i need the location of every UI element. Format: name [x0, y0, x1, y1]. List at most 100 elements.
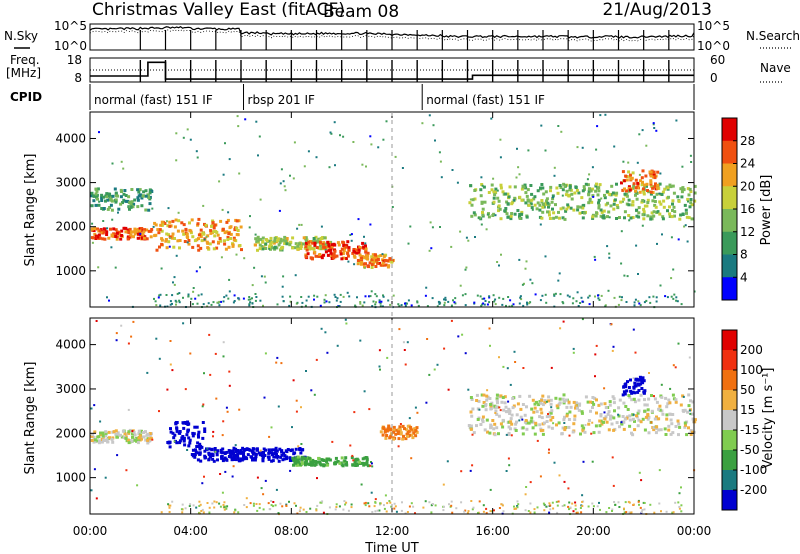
- scatter-cell: [224, 470, 227, 473]
- near-range-cell: [623, 511, 626, 514]
- near-range-cell: [665, 510, 668, 513]
- heatmap-cell: [615, 182, 618, 186]
- near-range-cell: [643, 502, 646, 504]
- near-range-cell: [482, 510, 485, 513]
- heatmap-cell: [483, 428, 487, 432]
- near-range-cell: [507, 296, 510, 298]
- heatmap-cell: [383, 430, 387, 434]
- heatmap-cell: [232, 236, 236, 240]
- heatmap-cell: [173, 433, 177, 437]
- heatmap-cell: [244, 456, 248, 460]
- heatmap-cell: [489, 423, 493, 427]
- heatmap-cell: [649, 215, 653, 219]
- heatmap-cell: [137, 432, 141, 436]
- heatmap-cell: [555, 186, 559, 190]
- heatmap-cell: [475, 399, 479, 402]
- scatter-cell: [635, 244, 638, 247]
- scatter-cell: [220, 256, 223, 259]
- heatmap-cell: [142, 435, 146, 439]
- heatmap-cell: [399, 432, 403, 436]
- heatmap-cell: [261, 457, 265, 461]
- heatmap-cell: [92, 199, 96, 203]
- heatmap-cell: [668, 215, 672, 218]
- heatmap-cell: [501, 425, 505, 429]
- near-range-cell: [611, 510, 613, 512]
- heatmap-cell: [511, 406, 515, 410]
- heatmap-cell: [684, 208, 688, 212]
- heatmap-cell: [218, 237, 222, 240]
- heatmap-cell: [314, 460, 318, 464]
- scatter-cell: [464, 352, 467, 355]
- scatter-cell: [394, 155, 397, 158]
- scatter-cell: [251, 284, 254, 287]
- heatmap-cell: [616, 206, 620, 210]
- heatmap-cell: [495, 399, 499, 403]
- near-range-cell: [293, 502, 296, 505]
- heatmap-cell: [676, 195, 680, 199]
- heatmap-cell: [644, 415, 648, 419]
- scatter-cell: [257, 154, 259, 157]
- near-range-cell: [206, 305, 209, 308]
- near-range-cell: [386, 502, 389, 505]
- scatter-cell: [102, 220, 105, 222]
- heatmap-cell: [269, 451, 273, 455]
- heatmap-cell: [115, 435, 119, 439]
- heatmap-cell: [402, 434, 405, 438]
- scatter-cell: [594, 258, 597, 261]
- heatmap-cell: [680, 190, 684, 194]
- heatmap-cell: [504, 405, 508, 409]
- heatmap-cell: [631, 216, 635, 219]
- near-range-cell: [207, 302, 210, 305]
- heatmap-cell: [603, 196, 607, 200]
- heatmap-cell: [561, 206, 565, 210]
- heatmap-cell: [345, 463, 349, 467]
- heatmap-cell: [358, 460, 362, 464]
- heatmap-cell: [527, 421, 531, 425]
- near-range-cell: [539, 299, 542, 302]
- heatmap-cell: [680, 195, 684, 199]
- heatmap-cell: [599, 414, 603, 418]
- scatter-cell: [160, 511, 163, 514]
- heatmap-cell: [605, 420, 609, 424]
- heatmap-cell: [320, 237, 324, 240]
- heatmap-cell: [401, 424, 405, 428]
- heatmap-cell: [655, 427, 659, 431]
- heatmap-cell: [597, 201, 600, 205]
- heatmap-cell: [662, 205, 666, 209]
- scatter-cell: [310, 389, 313, 392]
- heatmap-cell: [636, 424, 640, 428]
- near-range-cell: [222, 504, 225, 506]
- near-range-cell: [575, 300, 578, 303]
- heatmap-cell: [147, 229, 151, 233]
- heatmap-cell: [311, 460, 315, 464]
- near-range-cell: [176, 292, 179, 295]
- near-range-cell: [333, 293, 336, 296]
- heatmap-cell: [627, 203, 631, 207]
- freq-tick-bottom: 8: [74, 71, 82, 85]
- heatmap-cell: [90, 194, 94, 198]
- near-range-cell: [223, 501, 226, 504]
- near-range-cell: [270, 500, 273, 502]
- heatmap-cell: [401, 437, 405, 441]
- near-range-cell: [192, 504, 195, 507]
- heatmap-cell: [610, 415, 614, 419]
- near-range-cell: [158, 294, 161, 297]
- near-range-cell: [222, 300, 225, 303]
- heatmap-cell: [554, 203, 557, 207]
- heatmap-cell: [303, 463, 307, 467]
- heatmap-cell: [254, 237, 258, 241]
- near-range-cell: [424, 500, 427, 503]
- near-range-cell: [675, 299, 678, 302]
- heatmap-cell: [637, 215, 641, 219]
- heatmap-cell: [178, 239, 182, 242]
- heatmap-cell: [292, 463, 295, 467]
- heatmap-cell: [113, 232, 117, 236]
- heatmap-cell: [199, 235, 203, 239]
- heatmap-cell: [344, 456, 348, 460]
- heatmap-cell: [676, 419, 680, 423]
- heatmap-cell: [642, 379, 646, 383]
- scatter-cell: [486, 389, 489, 392]
- heatmap-cell: [499, 217, 503, 221]
- heatmap-cell: [347, 246, 351, 250]
- heatmap-cell: [473, 213, 477, 217]
